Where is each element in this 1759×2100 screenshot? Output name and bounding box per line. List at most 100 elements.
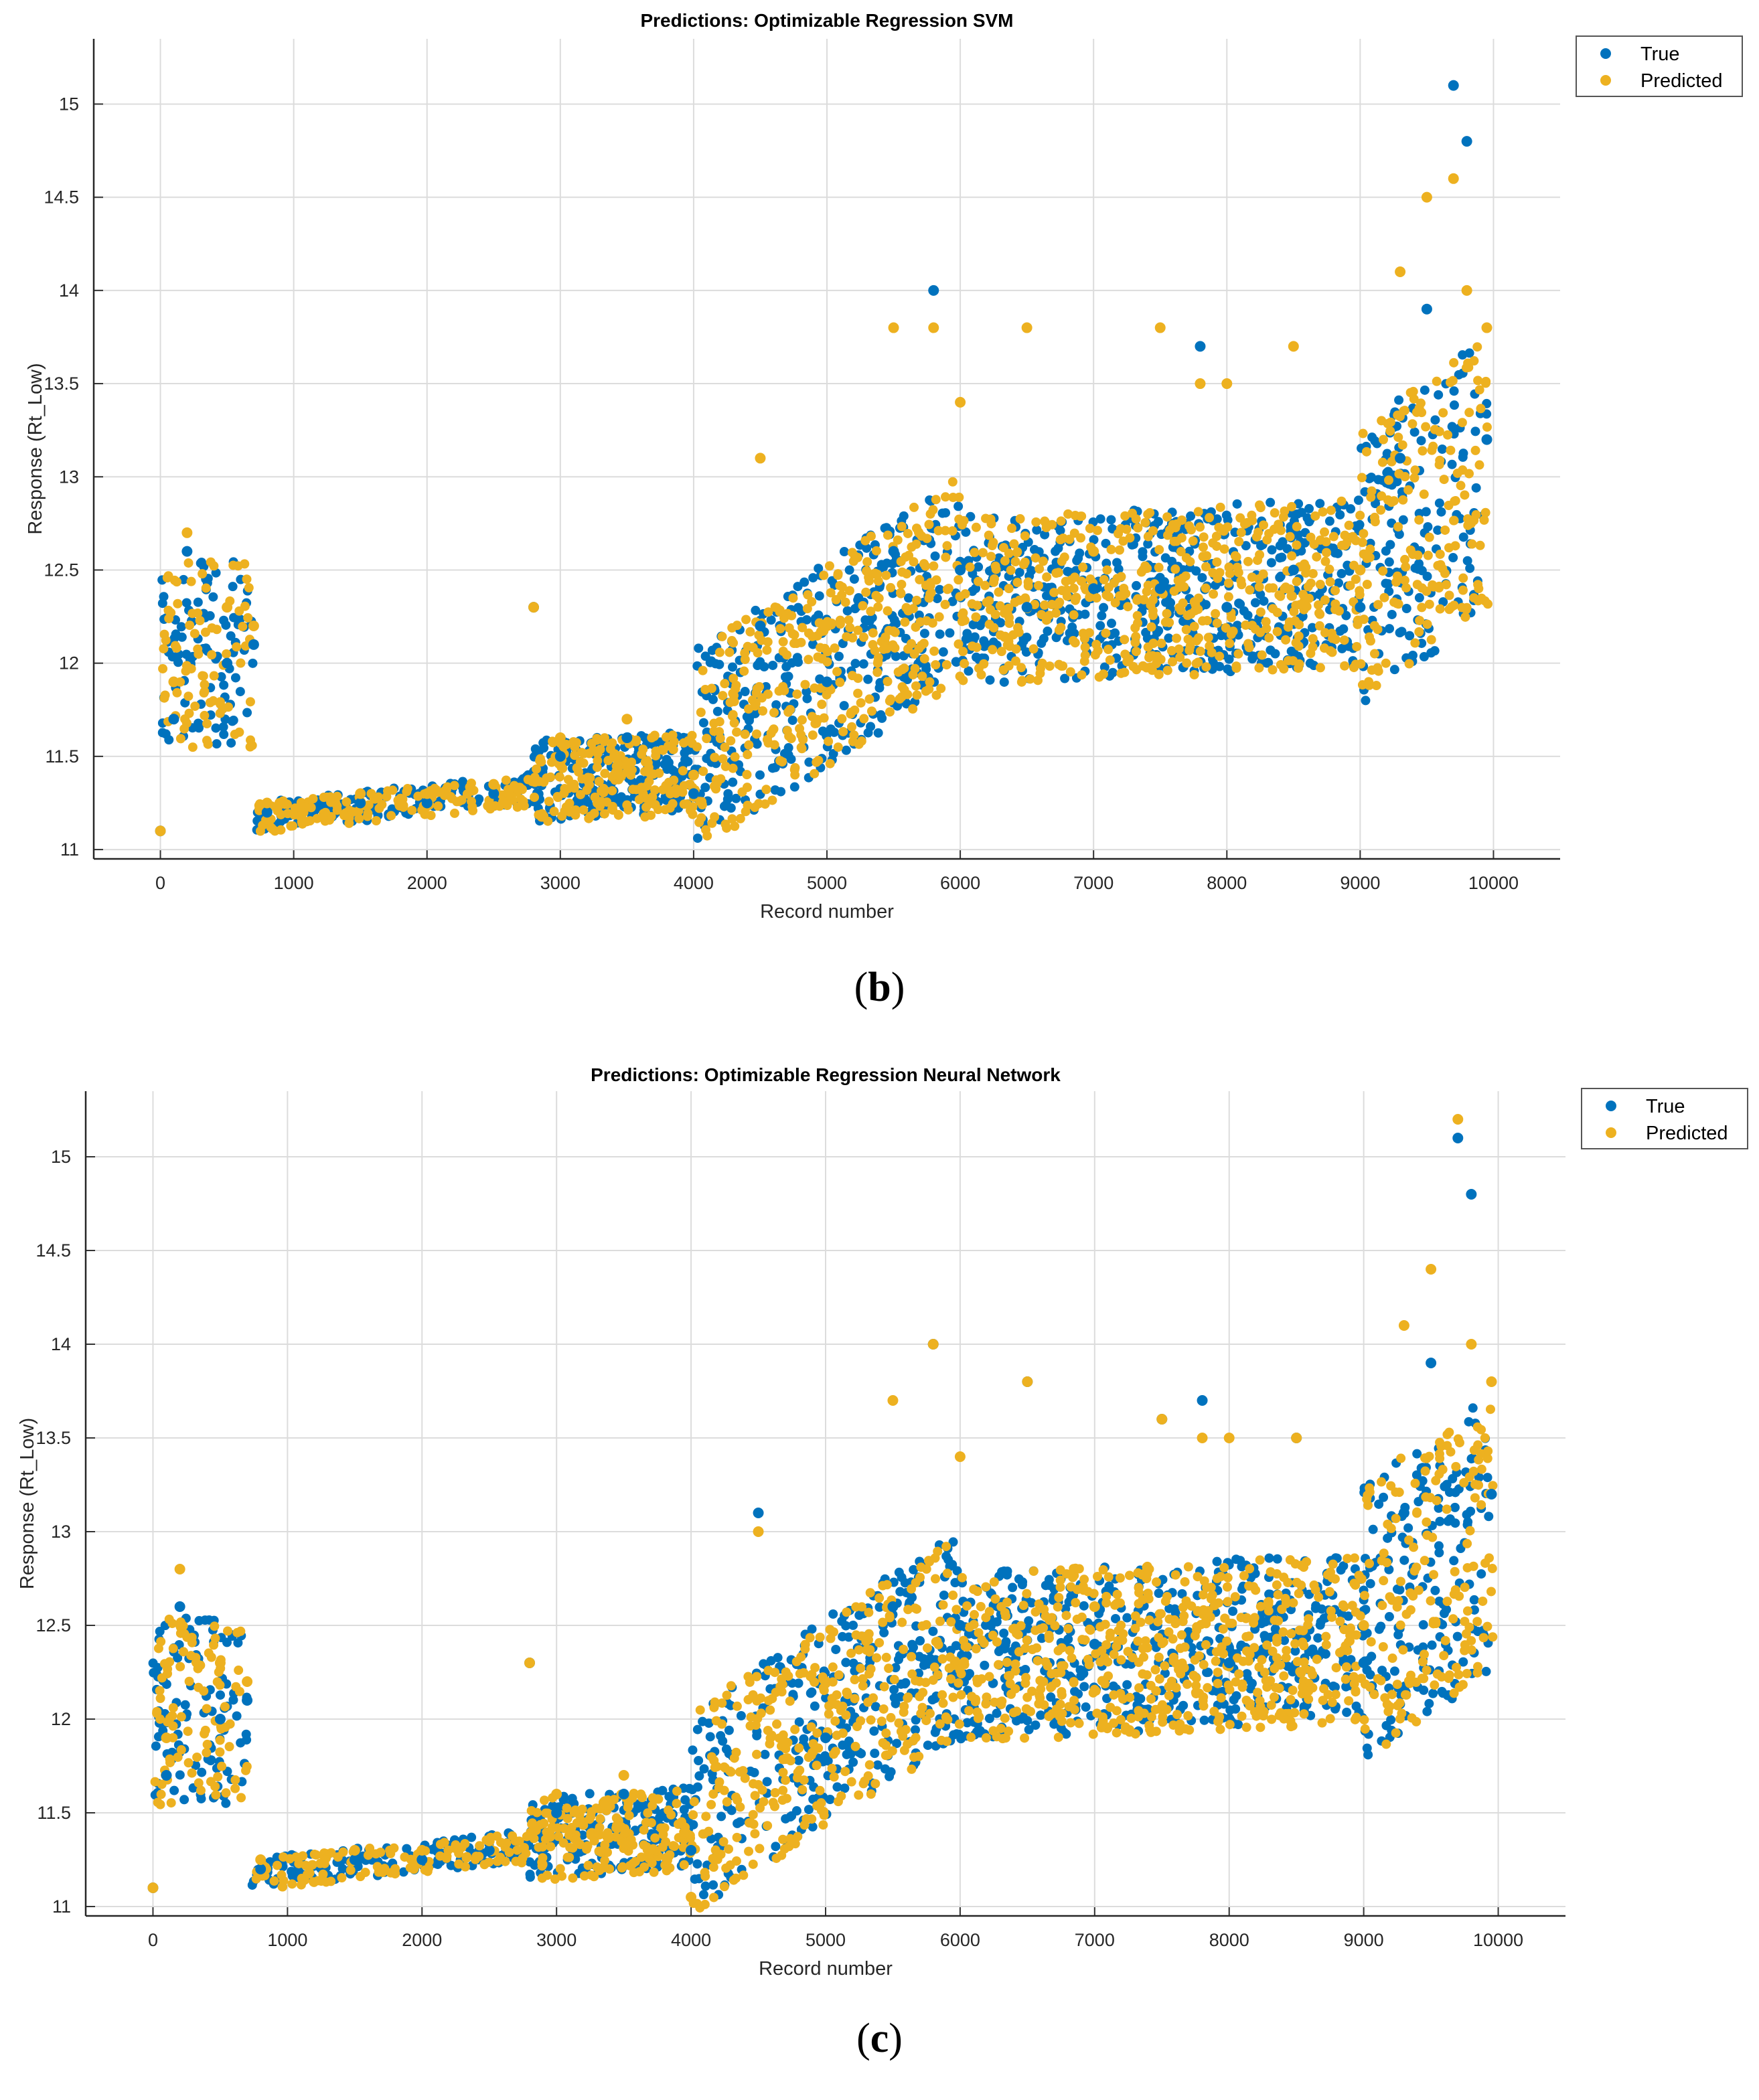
scatter-point-predicted bbox=[234, 606, 244, 616]
scatter-point-predicted bbox=[946, 1674, 956, 1684]
scatter-point-predicted bbox=[1417, 602, 1427, 613]
scatter-point-true bbox=[1049, 1719, 1059, 1729]
scatter-point-predicted bbox=[929, 561, 939, 571]
scatter-point-true bbox=[151, 1741, 161, 1751]
scatter-point-true bbox=[828, 748, 838, 758]
scatter-point-predicted bbox=[1367, 486, 1377, 496]
scatter-point-predicted bbox=[696, 708, 706, 718]
scatter-point-true bbox=[1339, 624, 1349, 634]
scatter-point-predicted bbox=[833, 742, 843, 752]
scatter-point-predicted bbox=[795, 724, 805, 734]
scatter-point-predicted bbox=[1253, 1688, 1263, 1698]
scatter-point-true bbox=[1394, 395, 1404, 405]
scatter-point-true bbox=[928, 1626, 938, 1636]
scatter-point-predicted bbox=[1351, 574, 1361, 584]
scatter-point-true bbox=[1353, 495, 1363, 505]
scatter-point-true bbox=[1106, 515, 1116, 525]
scatter-point-predicted bbox=[240, 559, 250, 569]
scatter-point-predicted bbox=[931, 660, 941, 670]
scatter-point-predicted bbox=[398, 802, 408, 812]
scatter-point-predicted bbox=[1371, 681, 1381, 691]
scatter-point-true bbox=[221, 620, 231, 630]
scatter-point-true bbox=[1099, 662, 1110, 672]
scatter-point-true bbox=[1484, 1512, 1494, 1522]
scatter-point-true bbox=[1465, 563, 1475, 573]
scatter-point-true bbox=[1163, 596, 1173, 607]
scatter-point-true bbox=[1422, 1706, 1432, 1716]
scatter-point-predicted bbox=[557, 811, 567, 821]
x-tick-label: 5000 bbox=[806, 1930, 846, 1950]
scatter-point-predicted bbox=[1482, 1621, 1493, 1631]
scatter-point-true bbox=[705, 1732, 715, 1742]
scatter-point-true bbox=[1434, 1548, 1444, 1558]
scatter-point-predicted bbox=[1259, 520, 1269, 530]
x-tick-label: 0 bbox=[155, 873, 165, 893]
scatter-point-predicted bbox=[1004, 661, 1014, 671]
x-tick-label: 3000 bbox=[540, 873, 581, 893]
scatter-point-true bbox=[849, 574, 859, 584]
scatter-point-true bbox=[1437, 444, 1447, 454]
scatter-point-predicted bbox=[1142, 586, 1152, 596]
scatter-point-predicted bbox=[897, 567, 907, 577]
scatter-point-predicted bbox=[1006, 565, 1016, 575]
scatter-point-predicted bbox=[1443, 430, 1453, 440]
scatter-point-true bbox=[164, 735, 174, 745]
scatter-point-true bbox=[1420, 385, 1430, 395]
scatter-point-true bbox=[1110, 628, 1120, 638]
scatter-point-predicted bbox=[924, 593, 934, 603]
scatter-point-predicted bbox=[753, 648, 763, 658]
scatter-point-true bbox=[903, 593, 913, 603]
scatter-point-true bbox=[1229, 1695, 1239, 1705]
scatter-point-true bbox=[876, 560, 887, 570]
scatter-point-predicted bbox=[1120, 635, 1130, 645]
data-point-predicted bbox=[822, 620, 832, 631]
scatter-point-true bbox=[941, 1551, 951, 1561]
scatter-point-true bbox=[1368, 1524, 1378, 1534]
scatter-point-predicted bbox=[883, 677, 893, 687]
scatter-point-predicted bbox=[824, 561, 834, 571]
data-point-predicted bbox=[1195, 378, 1206, 390]
scatter-point-true bbox=[891, 619, 901, 629]
scatter-point-predicted bbox=[1192, 636, 1202, 646]
scatter-point-predicted bbox=[1306, 532, 1316, 542]
data-point-true bbox=[421, 797, 433, 809]
scatter-point-predicted bbox=[720, 742, 730, 752]
scatter-point-predicted bbox=[1314, 608, 1324, 618]
y-tick-label: 15 bbox=[59, 94, 79, 114]
data-point-true bbox=[1154, 583, 1166, 594]
scatter-point-predicted bbox=[722, 1797, 732, 1807]
scatter-point-true bbox=[1462, 556, 1472, 566]
scatter-point-true bbox=[1266, 497, 1276, 507]
scatter-point-predicted bbox=[1160, 617, 1170, 627]
scatter-point-true bbox=[927, 1695, 937, 1705]
scatter-point-predicted bbox=[593, 797, 603, 807]
scatter-point-predicted bbox=[1474, 460, 1484, 470]
scatter-point-predicted bbox=[844, 586, 854, 596]
scatter-point-predicted bbox=[1268, 604, 1278, 614]
scatter-point-predicted bbox=[1324, 564, 1334, 574]
scatter-point-predicted bbox=[710, 752, 720, 762]
scatter-point-predicted bbox=[728, 710, 738, 720]
scatter-point-predicted bbox=[1450, 496, 1460, 506]
scatter-point-predicted bbox=[971, 522, 981, 532]
scatter-point-predicted bbox=[189, 629, 200, 639]
scatter-point-true bbox=[177, 632, 187, 642]
scatter-point-predicted bbox=[1464, 362, 1474, 372]
scatter-point-predicted bbox=[835, 619, 845, 629]
scatter-point-predicted bbox=[1392, 1680, 1402, 1690]
scatter-point-predicted bbox=[1255, 607, 1266, 617]
scatter-point-true bbox=[1021, 647, 1031, 657]
scatter-point-true bbox=[755, 657, 765, 667]
scatter-point-predicted bbox=[585, 773, 595, 783]
scatter-point-true bbox=[1111, 1613, 1121, 1623]
scatter-point-predicted bbox=[1207, 647, 1217, 657]
scatter-point-true bbox=[930, 1727, 940, 1737]
scatter-point-true bbox=[919, 629, 929, 639]
scatter-point-true bbox=[1377, 1666, 1387, 1676]
scatter-point-true bbox=[718, 1736, 728, 1746]
scatter-point-predicted bbox=[719, 1882, 729, 1892]
scatter-point-predicted bbox=[959, 515, 969, 526]
scatter-point-predicted bbox=[729, 718, 739, 728]
scatter-point-true bbox=[1282, 544, 1292, 554]
scatter-point-predicted bbox=[737, 787, 747, 797]
